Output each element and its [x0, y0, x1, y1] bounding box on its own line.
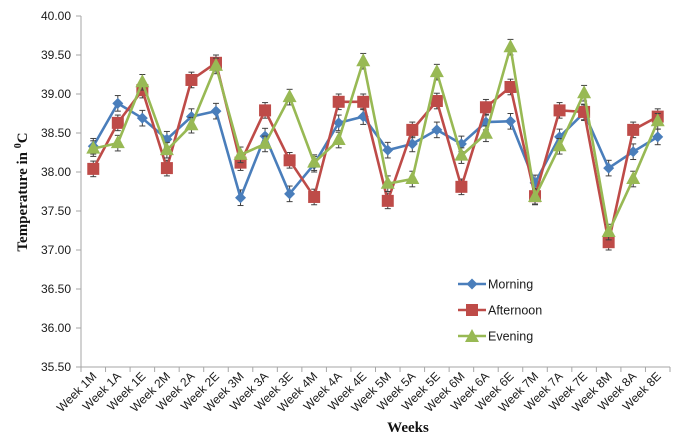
- data-point-afternoon: [259, 104, 272, 117]
- series-line-morning: [92, 102, 659, 200]
- series-line-evening: [92, 45, 659, 234]
- y-axis-title-main: Temperature in: [15, 148, 31, 251]
- data-point-evening: [626, 171, 641, 185]
- data-point-evening: [135, 74, 150, 88]
- data-point-evening: [86, 140, 101, 154]
- data-point-afternoon: [602, 236, 615, 249]
- data-point-evening: [405, 171, 420, 185]
- data-point-afternoon: [283, 154, 296, 167]
- data-point-morning: [627, 146, 639, 158]
- legend-label: Morning: [488, 278, 533, 292]
- data-point-morning: [603, 162, 615, 174]
- y-tick-label: 39.50: [41, 48, 71, 62]
- y-axis-title-superscript: 0: [13, 143, 24, 148]
- y-axis-title: Temperature in 0C: [13, 132, 31, 251]
- legend-label: Evening: [488, 330, 533, 344]
- data-point-evening: [650, 113, 665, 127]
- data-point-evening: [307, 154, 322, 168]
- data-point-afternoon: [455, 180, 468, 193]
- data-point-morning: [382, 144, 394, 156]
- data-point-morning: [284, 188, 296, 200]
- data-point-afternoon: [111, 116, 124, 129]
- legend-item-evening: Evening: [458, 329, 533, 344]
- data-point-afternoon: [87, 162, 100, 175]
- data-point-evening: [356, 53, 371, 67]
- legend: Morning Afternoon Evening: [458, 278, 542, 344]
- legend-marker-diamond: [466, 278, 478, 290]
- y-tick-label: 36.50: [41, 282, 71, 296]
- data-point-afternoon: [553, 104, 566, 117]
- data-point-evening: [208, 57, 223, 71]
- legend-item-morning: Morning: [458, 278, 533, 292]
- data-point-morning: [333, 117, 345, 129]
- data-point-evening: [528, 188, 543, 202]
- data-point-afternoon: [430, 95, 443, 108]
- data-point-afternoon: [479, 101, 492, 114]
- data-point-afternoon: [160, 162, 173, 175]
- data-point-evening: [282, 89, 297, 103]
- data-point-morning: [652, 131, 664, 143]
- data-point-afternoon: [381, 194, 394, 207]
- data-point-afternoon: [406, 123, 419, 136]
- data-point-afternoon: [357, 95, 370, 108]
- data-point-evening: [159, 142, 174, 156]
- y-tick-label: 38.00: [41, 165, 71, 179]
- data-point-evening: [552, 138, 567, 152]
- data-point-evening: [331, 132, 346, 146]
- data-point-evening: [184, 117, 199, 131]
- y-tick-label: 37.50: [41, 204, 71, 218]
- legend-item-afternoon: Afternoon: [458, 304, 542, 318]
- legend-marker-square: [466, 304, 478, 316]
- data-point-afternoon: [332, 95, 345, 108]
- data-point-evening: [454, 147, 469, 161]
- data-point-evening: [380, 175, 395, 189]
- data-point-evening: [110, 135, 125, 149]
- data-point-morning: [210, 105, 222, 117]
- data-point-afternoon: [627, 123, 640, 136]
- y-axis-ticks: 35.50 36.00 36.50 37.00 37.50 38.00 38.50 39.00…: [41, 9, 81, 374]
- data-point-afternoon: [308, 190, 321, 203]
- y-axis-title-unit: C: [15, 132, 31, 143]
- data-point-morning: [136, 112, 148, 124]
- data-point-evening: [577, 85, 592, 99]
- data-point-evening: [429, 64, 444, 78]
- data-point-evening: [258, 135, 273, 149]
- data-point-evening: [503, 39, 518, 53]
- data-point-evening: [233, 146, 248, 160]
- data-point-afternoon: [185, 73, 198, 86]
- y-tick-label: 36.00: [41, 321, 71, 335]
- data-point-morning: [235, 192, 247, 204]
- data-point-morning: [112, 97, 124, 109]
- data-point-morning: [431, 124, 443, 136]
- data-point-evening: [601, 224, 616, 238]
- data-point-evening: [478, 125, 493, 139]
- x-axis-title: Weeks: [387, 420, 429, 436]
- y-tick-label: 39.00: [41, 87, 71, 101]
- legend-marker-triangle: [465, 329, 479, 342]
- y-tick-label: 38.50: [41, 126, 71, 140]
- data-point-afternoon: [504, 80, 517, 93]
- series-evening: [86, 38, 665, 241]
- series-line-afternoon: [92, 61, 659, 244]
- series-afternoon: [87, 54, 664, 251]
- legend-label: Afternoon: [488, 304, 542, 318]
- series-layer: [86, 38, 665, 251]
- y-tick-label: 37.00: [41, 243, 71, 257]
- data-point-morning: [504, 115, 516, 127]
- y-tick-label: 35.50: [41, 360, 71, 374]
- y-tick-label: 40.00: [41, 9, 71, 23]
